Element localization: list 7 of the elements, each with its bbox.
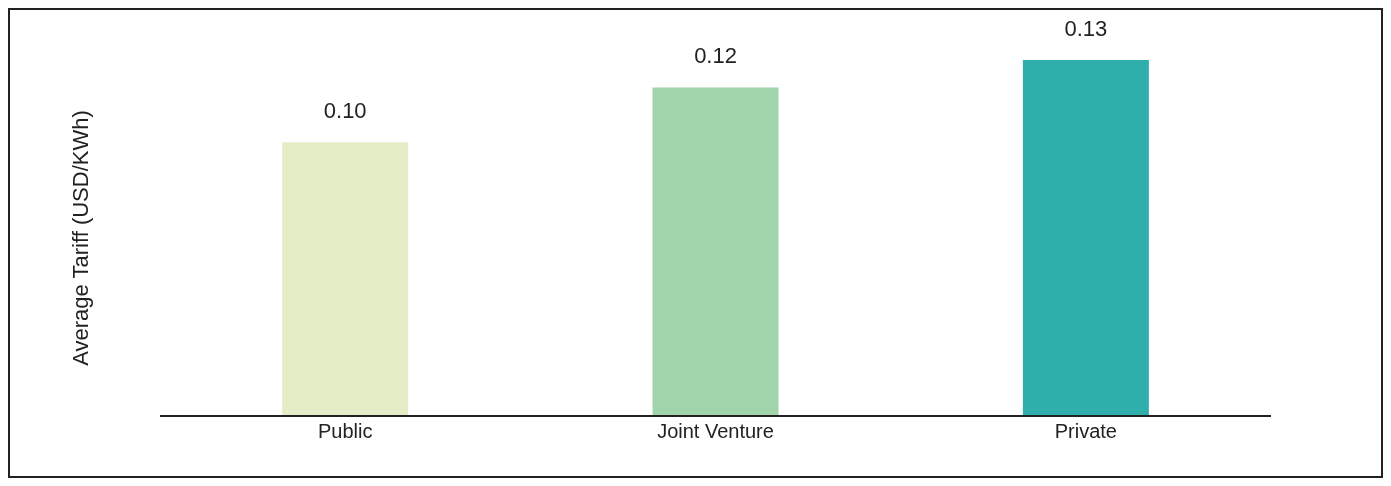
data-label: 0.12 — [694, 43, 737, 69]
data-label: 0.13 — [1064, 16, 1108, 41]
x-tick-label: Private — [1054, 420, 1117, 443]
x-tick-label: Joint Venture — [657, 420, 774, 443]
y-axis-title: Average Tariff (USD/KWh) — [67, 110, 93, 366]
data-label: 0.10 — [323, 98, 367, 124]
x-tick-label: Public — [317, 420, 373, 443]
